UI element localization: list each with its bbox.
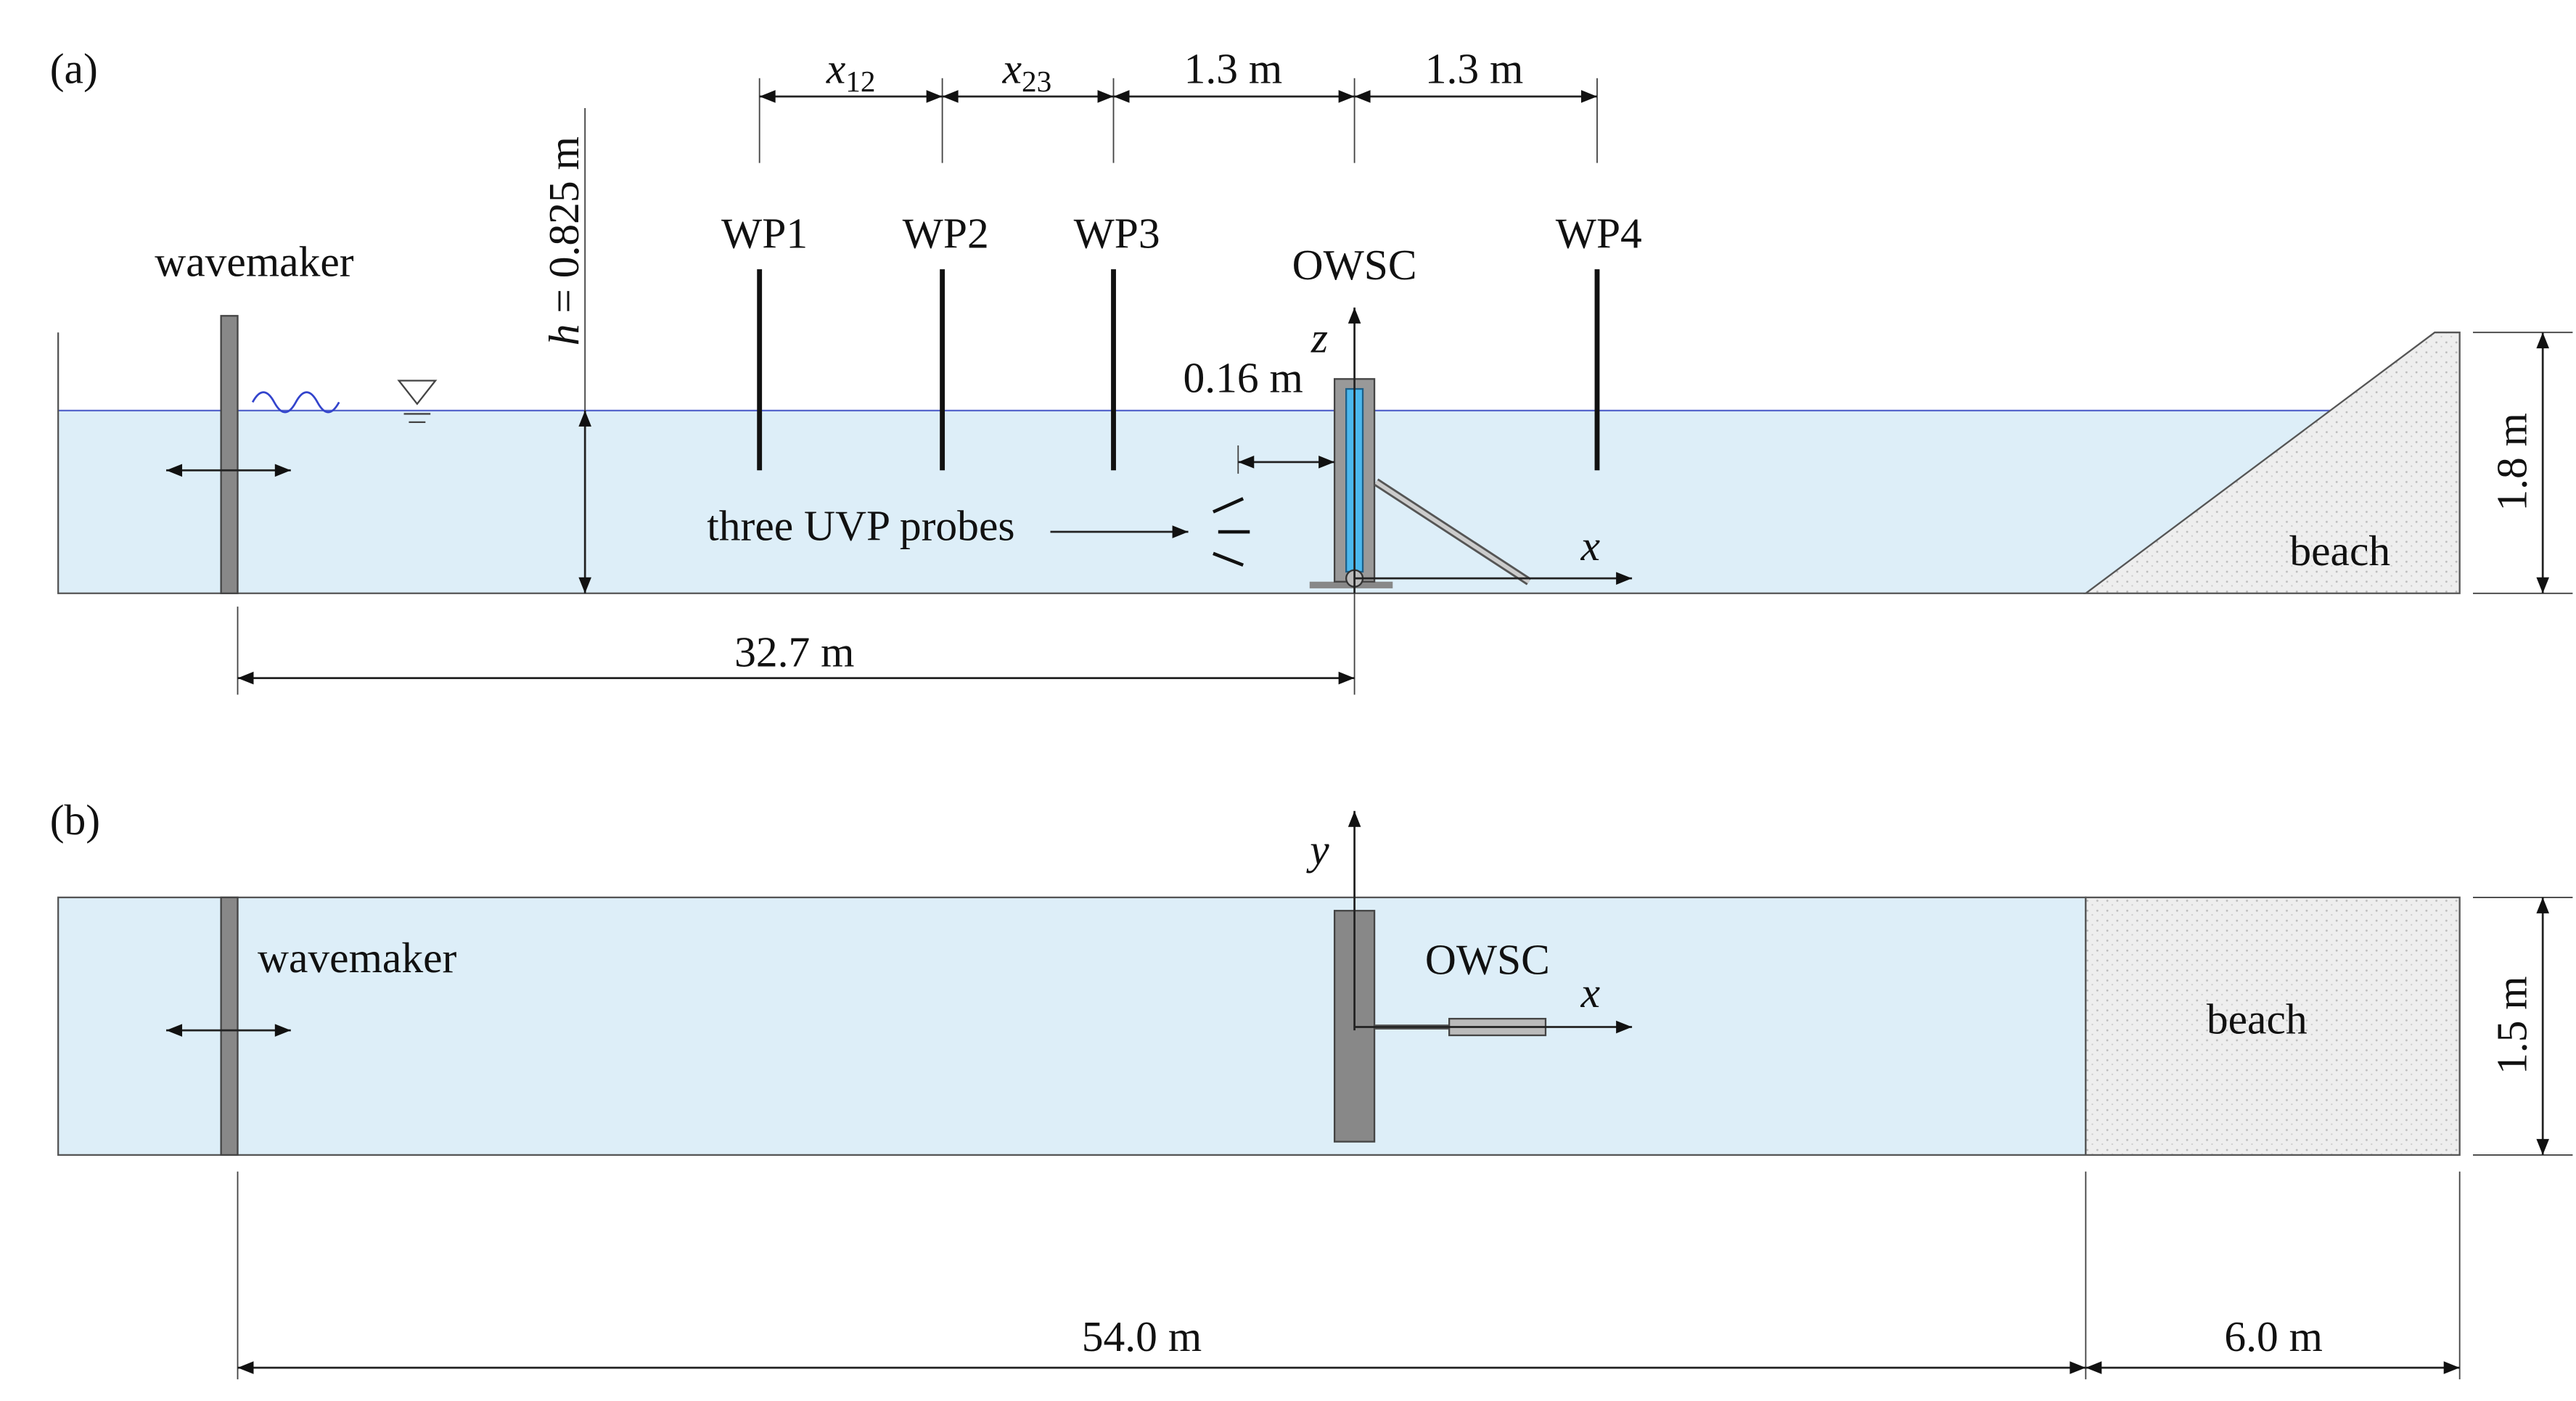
offset-label: 0.16 m (1183, 354, 1303, 402)
symbol: x (826, 45, 845, 93)
probe-label: WP3 (1074, 209, 1160, 257)
probes: WP1 WP2 WP3 WP4 (721, 209, 1642, 471)
spacing-label: x23 (1002, 45, 1052, 98)
spacing-dims: x12 x23 1.3 m 1.3 m (758, 45, 1598, 163)
panel-label: (a) (50, 45, 98, 93)
axis-label: x (1580, 969, 1600, 1016)
wave-symbol (251, 391, 340, 414)
beach-label: beach (2207, 995, 2308, 1043)
wavemaker (220, 315, 239, 594)
uvp-probes (1213, 497, 1250, 567)
axis-label: z (1310, 314, 1328, 362)
symbol: h (540, 324, 588, 346)
flume (57, 896, 2087, 1156)
panel-label: (b) (50, 796, 100, 844)
wavemaker (220, 896, 239, 1156)
subscript: 23 (1022, 65, 1051, 98)
beach (2085, 896, 2461, 1156)
level-symbol (397, 379, 438, 424)
spacing-label: 1.3 m (1184, 45, 1283, 93)
length-label: 54.0 m (1082, 1312, 1202, 1360)
owsc: OWSC z x 0.16 m (1183, 241, 1633, 593)
water (58, 410, 2331, 593)
beach (2083, 332, 2461, 594)
axis-label: y (1306, 826, 1329, 874)
spacing-label: x12 (826, 45, 876, 98)
device-label: OWSC (1425, 935, 1550, 983)
uvp-label: three UVP probes (707, 501, 1014, 549)
beach-label: beach (2289, 527, 2390, 575)
device-label: OWSC (1292, 241, 1417, 289)
height-label: 1.8 m (2487, 413, 2535, 511)
text: = 0.825 m (540, 136, 588, 324)
panel-a: (a) wavemaker h = 0.825 m WP1 WP2 WP3 WP… (50, 45, 2573, 695)
probe-label: WP2 (903, 209, 989, 257)
probe-label: WP1 (721, 209, 808, 257)
probe-label: WP4 (1556, 209, 1642, 257)
width-label: 1.5 m (2487, 976, 2535, 1075)
panel-b: (b) wavemaker y x OWSC beach 1.5 m 54.0 … (50, 796, 2573, 1380)
tank (57, 332, 2086, 594)
symbol: x (1002, 45, 1022, 93)
distance-label: 32.7 m (734, 628, 854, 676)
actuator-inner (1374, 480, 1530, 584)
wavemaker-label: wavemaker (155, 237, 354, 285)
depth-label: h = 0.825 m (540, 136, 588, 345)
length-label: 6.0 m (2224, 1312, 2323, 1360)
subscript: 12 (845, 65, 875, 98)
spacing-label: 1.3 m (1425, 45, 1524, 93)
wavemaker-label: wavemaker (258, 934, 457, 982)
axis-label: x (1580, 522, 1600, 570)
